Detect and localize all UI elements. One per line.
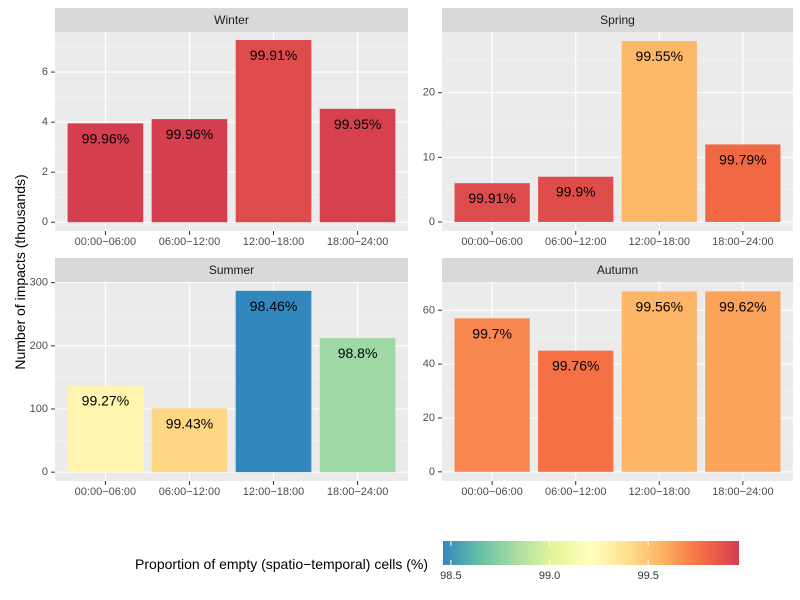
x-tick-label: 12:00−18:00: [629, 486, 690, 498]
facet-panels: Winter 0 2 4 6 99.96% 00:00−06:00 99.96% 06:00−1…: [30, 8, 793, 498]
color-legend: Proportion of empty (spatio−temporal) ce…: [135, 541, 739, 582]
facet-strip-label: Autumn: [597, 263, 638, 277]
x-tick-label: 00:00−06:00: [461, 486, 522, 498]
bar-data-label: 99.7%: [472, 325, 512, 341]
legend-title: Proportion of empty (spatio−temporal) ce…: [135, 556, 428, 572]
x-tick-label: 12:00−18:00: [243, 236, 304, 248]
bar: [319, 108, 396, 223]
x-tick-label: 12:00−18:00: [629, 236, 690, 248]
y-axis-label: Number of impacts (thousands): [12, 174, 28, 369]
bar: [67, 385, 144, 473]
x-tick-label: 12:00−18:00: [243, 486, 304, 498]
bar-data-label: 99.79%: [719, 151, 766, 167]
legend-tick-label: 99.5: [638, 570, 659, 582]
legend-tick-label: 99.0: [539, 570, 560, 582]
facet-strip-label: Spring: [600, 13, 635, 27]
bar: [621, 291, 697, 472]
bar: [235, 290, 312, 473]
legend-colorbar: [443, 541, 739, 565]
facet-spring: Spring 0 10 20 99.91% 00:00−06:00 99.9% 06:00−1…: [423, 8, 793, 248]
facet-strip: [55, 8, 408, 32]
y-tick-label: 20: [423, 412, 435, 424]
facet-strip: [55, 258, 408, 282]
legend-ticks: 98.5 99.0 99.5: [440, 541, 659, 582]
bar: [67, 123, 144, 223]
facet-strip: [442, 8, 793, 32]
y-tick-label: 60: [423, 304, 435, 316]
y-tick-label: 2: [42, 166, 48, 178]
bar: [151, 119, 228, 223]
facet-summer: Summer 0 100 200 300 99.27% 00:00−06:00 99.43% 0…: [30, 258, 408, 498]
bar: [151, 408, 228, 473]
x-tick-label: 00:00−06:00: [461, 236, 522, 248]
bar-data-label: 99.56%: [636, 298, 683, 314]
y-tick-label: 0: [42, 466, 48, 478]
y-tick-label: 0: [429, 466, 435, 478]
facet-strip: [442, 258, 793, 282]
bar-data-label: 99.91%: [468, 190, 515, 206]
facet-autumn: Autumn 0 20 40 60 99.7% 00:00−06:00 99.76% 06:00…: [423, 258, 793, 498]
x-tick-label: 18:00−24:00: [327, 486, 388, 498]
bar-data-label: 99.55%: [636, 48, 683, 64]
y-tick-label: 300: [30, 277, 48, 289]
bar: [454, 318, 530, 472]
y-tick-label: 10: [423, 151, 435, 163]
y-tick-label: 0: [429, 216, 435, 228]
bar: [319, 338, 396, 473]
y-tick-label: 0: [42, 216, 48, 228]
x-tick-label: 18:00−24:00: [712, 486, 773, 498]
x-tick-label: 06:00−12:00: [159, 236, 220, 248]
y-tick-label: 40: [423, 358, 435, 370]
x-tick-label: 18:00−24:00: [327, 236, 388, 248]
bar: [705, 291, 781, 472]
bar-data-label: 99.9%: [556, 184, 596, 200]
x-tick-label: 00:00−06:00: [75, 236, 136, 248]
x-tick-label: 18:00−24:00: [712, 236, 773, 248]
facet-winter: Winter 0 2 4 6 99.96% 00:00−06:00 99.96% 06:00−1…: [42, 8, 408, 248]
bar: [538, 350, 614, 472]
bar: [621, 41, 697, 222]
bar: [454, 183, 530, 222]
y-tick-label: 4: [42, 116, 48, 128]
bar-data-label: 99.96%: [166, 126, 213, 142]
x-tick-label: 00:00−06:00: [75, 486, 136, 498]
x-tick-label: 06:00−12:00: [545, 486, 606, 498]
bar-data-label: 99.27%: [82, 393, 129, 409]
bar: [235, 40, 312, 223]
bar-data-label: 99.95%: [334, 116, 381, 132]
bar: [705, 144, 781, 222]
x-tick-label: 06:00−12:00: [545, 236, 606, 248]
facet-strip-label: Winter: [214, 13, 249, 27]
y-tick-label: 6: [42, 66, 48, 78]
bar-data-label: 98.8%: [338, 345, 378, 361]
bar-data-label: 99.91%: [250, 47, 297, 63]
x-tick-label: 06:00−12:00: [159, 486, 220, 498]
bar-data-label: 99.96%: [82, 130, 129, 146]
y-tick-label: 100: [30, 403, 48, 415]
y-tick-label: 200: [30, 340, 48, 352]
bar: [538, 176, 614, 222]
bar-data-label: 99.76%: [552, 358, 599, 374]
legend-tick-label: 98.5: [440, 570, 461, 582]
y-tick-label: 20: [423, 87, 435, 99]
facet-strip-label: Summer: [209, 263, 254, 277]
bar-data-label: 99.62%: [719, 298, 766, 314]
bar-data-label: 99.43%: [166, 415, 213, 431]
bar-data-label: 98.46%: [250, 298, 297, 314]
